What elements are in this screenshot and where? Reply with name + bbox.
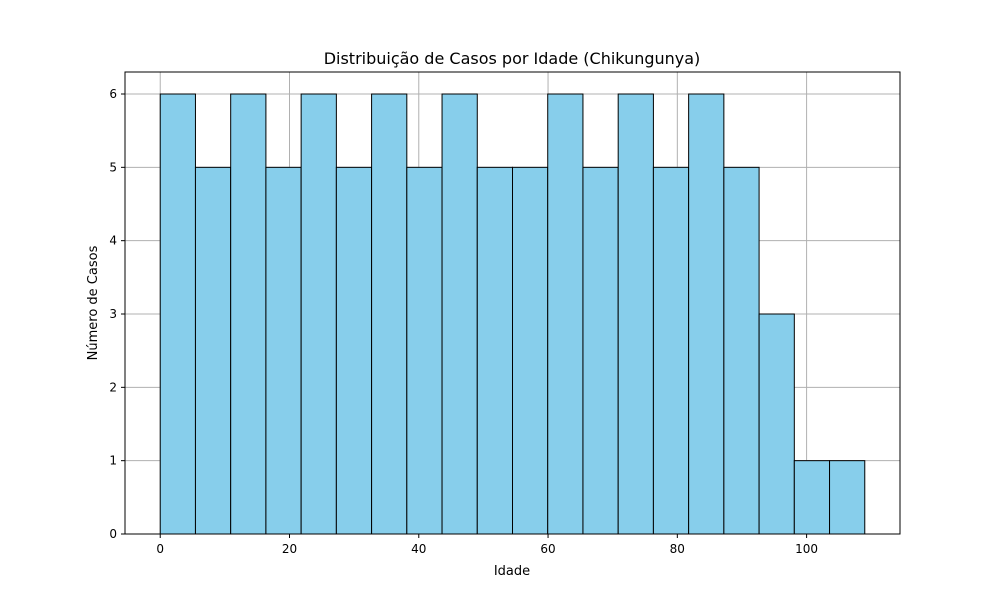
plot-frame [124,71,901,535]
histogram-bar [829,460,866,535]
histogram-bar [723,166,760,535]
x-tick-label: 20 [282,542,297,556]
x-axis-label: Idade [494,564,530,579]
histogram-bar [582,166,619,535]
x-tick-label: 60 [540,542,555,556]
histogram-bar [441,93,478,535]
histogram-bar [265,166,302,535]
chart-title: Distribuição de Casos por Idade (Chikung… [324,49,701,68]
histogram-bar [335,166,373,535]
histogram-bar [406,166,443,535]
histogram-bar [300,93,337,535]
y-tick-label: 3 [109,307,117,321]
histogram-bar [159,93,196,535]
histogram-bar [688,93,725,535]
x-tick-label: 80 [670,542,685,556]
histogram-bar [371,93,408,535]
histogram-bar [617,93,654,535]
histogram-bar [793,460,831,535]
histogram-bar [512,166,549,535]
histogram-bar [547,93,584,535]
histogram-bar [194,166,232,535]
histogram-bar [230,93,267,535]
histogram-bar [476,166,514,535]
histogram-bar [652,166,690,535]
y-tick-label: 4 [109,234,117,248]
x-tick-label: 100 [795,542,818,556]
histogram-bars [159,93,866,535]
x-tick-label: 40 [411,542,426,556]
y-tick-label: 1 [109,454,117,468]
y-tick-label: 5 [109,160,117,174]
x-axis-ticks: 0 20 40 60 80 100 [156,534,818,556]
y-tick-label: 6 [109,87,117,101]
y-tick-label: 0 [109,527,117,541]
x-tick-label: 0 [156,542,164,556]
y-axis-ticks: 0 1 2 3 4 5 6 [109,87,125,541]
y-tick-label: 2 [109,380,117,394]
y-axis-label: Número de Casos [86,245,101,360]
histogram-bar [758,313,795,535]
